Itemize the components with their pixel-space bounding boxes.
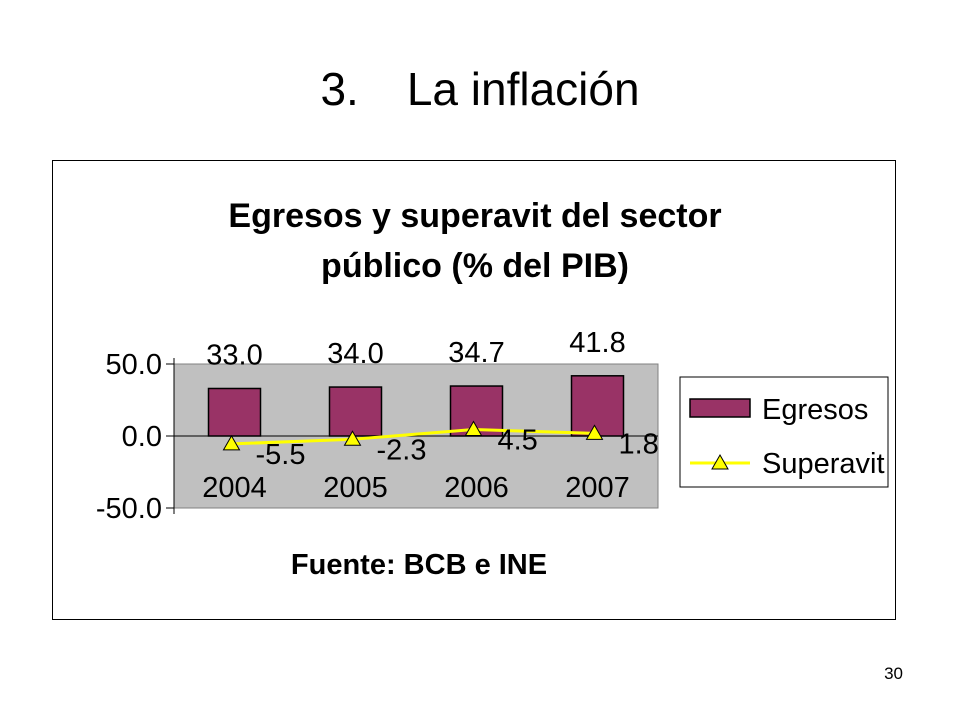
chart: Egresos y superavit del sector público (… xyxy=(96,197,889,581)
data-label-egresos: 34.7 xyxy=(448,337,504,369)
slide-title-number: 3. xyxy=(320,63,359,115)
x-tick-label: 2005 xyxy=(323,472,388,504)
y-tick-label: 0.0 xyxy=(122,421,162,453)
chart-marks: 50.0 0.0 -50.0 33.0 34.0 34.7 41.8 -5.5 -2.3 4.5 1… xyxy=(96,327,659,525)
marker-superavit xyxy=(343,430,362,446)
x-tick-label: 2004 xyxy=(202,472,267,504)
x-tick-label: 2006 xyxy=(444,472,509,504)
legend-swatch-egresos xyxy=(689,398,751,418)
slide-title-text: La inflación xyxy=(406,63,640,115)
data-label-superavit: 1.8 xyxy=(619,428,659,460)
bar-egresos xyxy=(328,386,383,437)
data-label-superavit: -5.5 xyxy=(256,439,306,471)
chart-frame: Egresos y superavit del sector público (… xyxy=(52,160,896,620)
y-tick-label: -50.0 xyxy=(96,493,162,525)
page-number: 30 xyxy=(884,664,903,683)
marker-superavit xyxy=(585,424,604,440)
data-label-egresos: 41.8 xyxy=(569,327,625,359)
y-tick-label: 50.0 xyxy=(106,349,162,381)
chart-title-line2: público (% del PIB) xyxy=(321,247,629,285)
legend: Egresos Superavit xyxy=(679,376,889,488)
bar-egresos xyxy=(570,375,625,437)
data-label-superavit: 4.5 xyxy=(498,425,538,457)
data-label-egresos: 34.0 xyxy=(327,338,383,370)
data-label-egresos: 33.0 xyxy=(206,339,262,371)
chart-source: Fuente: BCB e INE xyxy=(291,549,547,581)
marker-superavit xyxy=(464,420,483,437)
line-superavit xyxy=(231,428,595,446)
legend-label-egresos: Egresos xyxy=(762,394,868,426)
data-label-superavit: -2.3 xyxy=(377,434,427,466)
legend-swatch-superavit-marker xyxy=(711,453,729,470)
bar-egresos xyxy=(207,387,262,437)
chart-title-line1: Egresos y superavit del sector xyxy=(228,197,721,235)
legend-label-superavit: Superavit xyxy=(762,448,885,480)
slide-title: 3. La inflación xyxy=(0,62,960,116)
x-tick-label: 2007 xyxy=(565,472,630,504)
marker-superavit xyxy=(222,434,241,451)
